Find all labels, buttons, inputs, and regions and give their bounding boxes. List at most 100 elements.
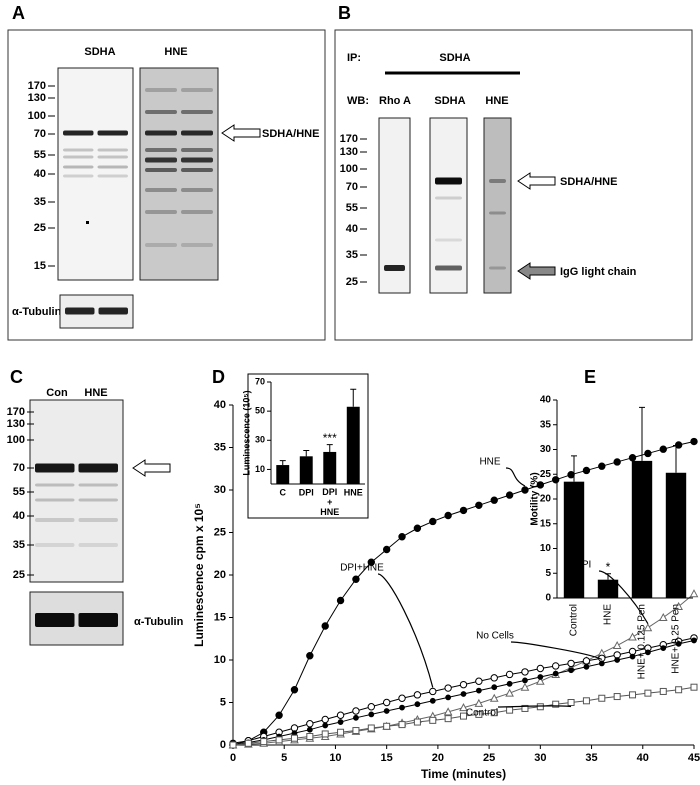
x-tick-label: 35 xyxy=(585,752,597,764)
marker xyxy=(336,711,345,719)
marker xyxy=(444,684,452,692)
error-bar xyxy=(303,449,310,457)
panel-label: C xyxy=(10,367,23,387)
blot-band xyxy=(145,88,177,92)
marker xyxy=(660,645,667,651)
marker xyxy=(321,715,329,724)
ip-target: SDHA xyxy=(439,52,470,64)
marker xyxy=(445,694,452,701)
error-bar xyxy=(350,388,357,407)
y-tick-label: 20 xyxy=(540,494,552,505)
marker xyxy=(535,676,545,685)
error-bar xyxy=(326,444,333,452)
mw-label: 70 xyxy=(346,181,358,193)
marker xyxy=(383,722,391,730)
marker xyxy=(321,730,329,738)
bar xyxy=(346,406,360,484)
marker xyxy=(536,481,545,489)
blot xyxy=(429,117,468,294)
marker xyxy=(536,703,544,711)
marker xyxy=(520,682,530,691)
y-tick-label: 0 xyxy=(220,739,226,751)
marker xyxy=(459,506,468,515)
loading-label: α-Tubulin xyxy=(12,306,62,318)
mw-label: 130 xyxy=(28,92,46,104)
marker xyxy=(628,632,637,641)
marker xyxy=(399,704,405,711)
marker xyxy=(383,708,390,714)
marker xyxy=(352,707,360,715)
marker xyxy=(521,668,529,676)
marker xyxy=(306,726,313,733)
marker xyxy=(505,670,514,679)
marker xyxy=(290,686,299,694)
marker xyxy=(506,706,514,714)
blot-band xyxy=(63,148,94,152)
mw-label: 70 xyxy=(34,128,46,140)
y-tick-label: 5 xyxy=(545,568,551,579)
marker xyxy=(644,449,652,458)
marker xyxy=(337,719,344,725)
y-tick-label: 15 xyxy=(214,611,226,623)
marker xyxy=(629,653,636,660)
blot-band xyxy=(78,483,118,487)
blot-band xyxy=(145,210,177,214)
mw-label: 130 xyxy=(340,146,358,158)
y-tick-label: 10 xyxy=(214,654,226,666)
blot-band xyxy=(181,188,213,192)
blot-band xyxy=(78,498,118,502)
marker xyxy=(552,670,559,677)
lane-label: Rho A xyxy=(379,95,411,107)
annotation-arrow xyxy=(497,705,572,708)
error-bar xyxy=(279,460,286,466)
marker xyxy=(552,476,560,484)
marker xyxy=(490,709,498,717)
y-tick-label: 25 xyxy=(540,469,552,480)
marker xyxy=(413,691,422,699)
marker xyxy=(398,694,406,702)
bar xyxy=(276,465,290,484)
annotation-arrow xyxy=(510,641,603,660)
marker xyxy=(675,640,682,647)
marker xyxy=(475,677,483,685)
mw-label: 130 xyxy=(7,418,25,430)
marker xyxy=(306,733,314,740)
blot-band xyxy=(489,211,506,215)
y-tick-label: 35 xyxy=(540,419,552,430)
blot-band xyxy=(435,196,462,200)
marker xyxy=(275,711,283,719)
blot-band xyxy=(65,307,95,315)
mw-label: 55 xyxy=(346,202,358,214)
marker xyxy=(522,677,528,684)
series-label: HNE xyxy=(479,457,500,468)
error-bar xyxy=(639,406,645,461)
marker xyxy=(505,491,514,499)
marker xyxy=(443,707,453,716)
x-tick-label: C xyxy=(280,487,287,497)
arrow xyxy=(517,262,556,280)
marker xyxy=(674,601,683,610)
marker xyxy=(414,701,421,708)
marker xyxy=(613,693,621,701)
ip-label: IP: xyxy=(347,52,361,64)
mw-label: 100 xyxy=(7,434,25,446)
marker xyxy=(690,437,698,446)
error-bar xyxy=(571,455,577,482)
x-tick-label: DPI + HNE xyxy=(320,487,339,517)
blot-band xyxy=(145,148,177,152)
x-tick-label: 45 xyxy=(688,752,700,764)
series-line xyxy=(232,593,695,746)
marker xyxy=(460,712,467,720)
blot-band xyxy=(384,265,405,271)
x-tick-label: 5 xyxy=(281,752,287,764)
y-tick-label: 20 xyxy=(214,569,226,581)
marker xyxy=(598,462,606,470)
blot-band xyxy=(63,174,94,178)
blot-band xyxy=(181,243,213,247)
mw-label: 170 xyxy=(340,133,358,145)
y-tick-label: 50 xyxy=(255,406,265,416)
blot-band xyxy=(35,543,75,547)
blot-band xyxy=(181,148,213,152)
marker xyxy=(598,660,605,667)
